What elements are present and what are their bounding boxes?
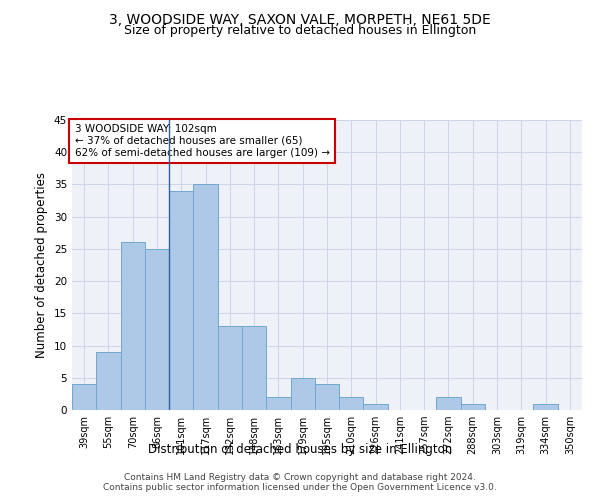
Bar: [72, 384, 96, 410]
Bar: [218, 326, 242, 410]
Bar: [339, 397, 364, 410]
Bar: [266, 397, 290, 410]
Bar: [169, 191, 193, 410]
Bar: [436, 397, 461, 410]
Bar: [461, 404, 485, 410]
Text: Distribution of detached houses by size in Ellington: Distribution of detached houses by size …: [148, 442, 452, 456]
Bar: [145, 249, 169, 410]
Bar: [364, 404, 388, 410]
Bar: [96, 352, 121, 410]
Text: 3, WOODSIDE WAY, SAXON VALE, MORPETH, NE61 5DE: 3, WOODSIDE WAY, SAXON VALE, MORPETH, NE…: [109, 12, 491, 26]
Bar: [242, 326, 266, 410]
Bar: [533, 404, 558, 410]
Text: Contains public sector information licensed under the Open Government Licence v3: Contains public sector information licen…: [103, 484, 497, 492]
Text: 3 WOODSIDE WAY: 102sqm
← 37% of detached houses are smaller (65)
62% of semi-det: 3 WOODSIDE WAY: 102sqm ← 37% of detached…: [74, 124, 329, 158]
Text: Size of property relative to detached houses in Ellington: Size of property relative to detached ho…: [124, 24, 476, 37]
Bar: [121, 242, 145, 410]
Bar: [290, 378, 315, 410]
Bar: [315, 384, 339, 410]
Bar: [193, 184, 218, 410]
Text: Contains HM Land Registry data © Crown copyright and database right 2024.: Contains HM Land Registry data © Crown c…: [124, 472, 476, 482]
Y-axis label: Number of detached properties: Number of detached properties: [35, 172, 49, 358]
